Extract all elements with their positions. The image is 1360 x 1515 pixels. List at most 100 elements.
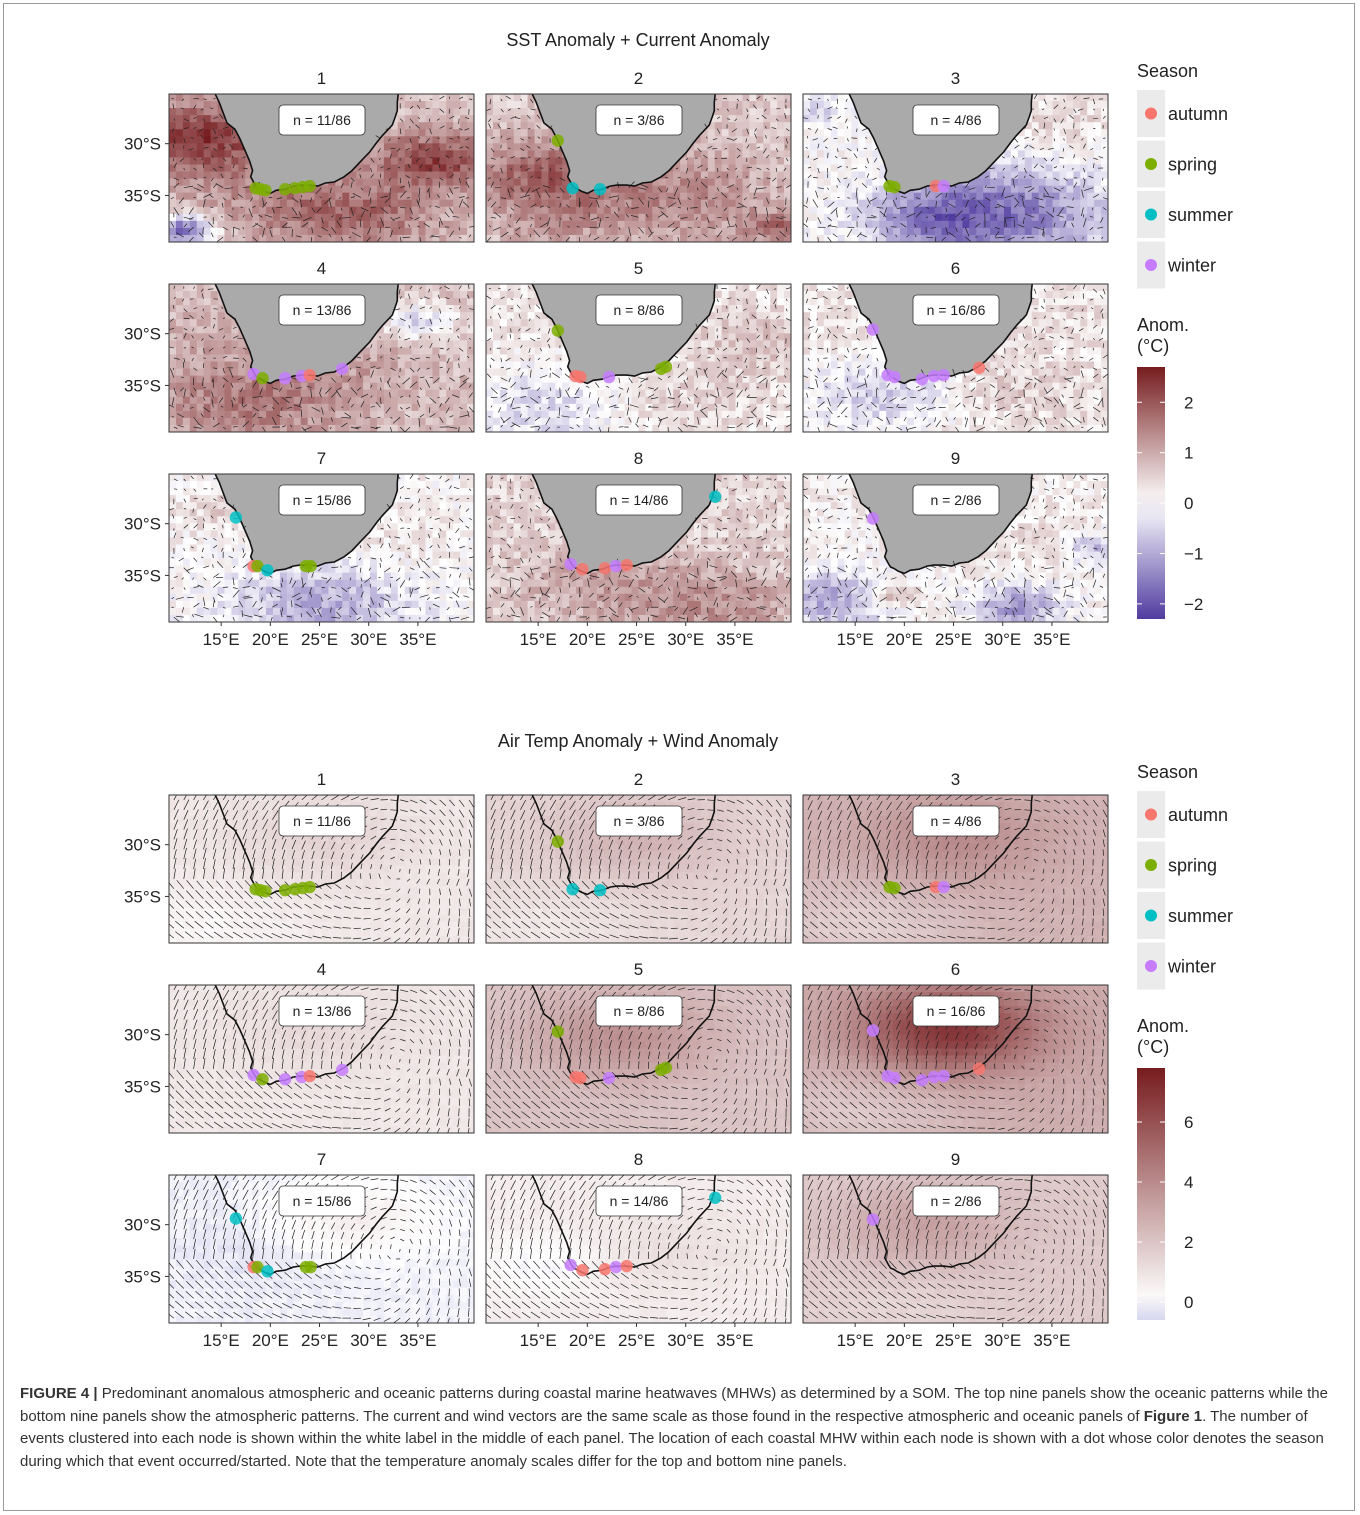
caption-label: FIGURE 4 | [20, 1385, 98, 1402]
event-dot-winter [888, 1071, 901, 1085]
event-dot-spring [278, 183, 292, 196]
n-label: n = 8/86 [595, 995, 683, 1027]
x-tick-label: 35°E [399, 1331, 436, 1350]
panel-number: 9 [951, 449, 960, 468]
event-dot-spring [551, 324, 564, 337]
panel-1-5: n = 8/86 5 [485, 259, 792, 433]
event-dot-spring [278, 884, 292, 897]
n-label: n = 13/86 [278, 995, 366, 1027]
event-dot-spring [551, 835, 564, 848]
n-label: n = 3/86 [595, 805, 683, 837]
event-dot-autumn [620, 558, 633, 572]
vector-field [169, 474, 474, 622]
n-label: n = 15/86 [278, 484, 366, 516]
legend-1: Season autumn spring summer winter Anom.(°C) 2… [1137, 61, 1233, 619]
event-dot-autumn [303, 1069, 316, 1083]
x-tick-label: 35°E [716, 630, 753, 649]
event-dot-summer [709, 490, 722, 503]
x-tick-label: 30°E [667, 1331, 704, 1350]
panel-number: 8 [634, 449, 643, 468]
event-dot-winter [927, 369, 941, 383]
x-tick-label: 30°E [350, 630, 387, 649]
x-tick-label: 20°E [252, 1331, 289, 1350]
n-label: n = 4/86 [912, 805, 1000, 837]
event-dot-autumn [598, 562, 612, 575]
event-dot-winter [915, 1074, 929, 1087]
n-label: n = 14/86 [595, 1185, 683, 1217]
event-dot-spring [304, 559, 317, 573]
anom-legend-title-1: Anom. [1137, 315, 1189, 335]
panel-number: 2 [634, 770, 643, 789]
legend-label-autumn: autumn [1168, 104, 1228, 124]
event-dot-winter [866, 1213, 880, 1226]
x-tick-label: 30°E [984, 1331, 1021, 1350]
event-dot-spring [303, 179, 316, 193]
panel-number: 5 [634, 259, 643, 278]
event-dot-spring [259, 184, 272, 197]
event-dot-summer [709, 1191, 722, 1204]
figure-title: SST Anomaly + Current Anomaly [506, 30, 769, 50]
legend-2: Season autumn spring summer winter Anom.(°C) 6… [1137, 762, 1233, 1320]
n-label-text: n = 3/86 [614, 112, 665, 128]
panel-number: 7 [317, 1150, 326, 1169]
n-label: n = 8/86 [595, 294, 683, 326]
x-tick-label: 35°E [1033, 630, 1070, 649]
event-dot-winter [336, 1063, 349, 1077]
panel-2-6: n = 16/86 6 [802, 960, 1109, 1134]
n-label: n = 2/86 [912, 484, 1000, 516]
anom-legend-title-2: (°C) [1137, 1037, 1169, 1057]
event-dot-winter [336, 362, 349, 376]
coastline [848, 795, 1033, 896]
legend-dot-summer [1145, 208, 1157, 221]
n-label-text: n = 11/86 [293, 813, 351, 829]
x-tick-label: 30°E [984, 630, 1021, 649]
n-label-text: n = 8/86 [614, 1003, 665, 1019]
panel-2-2: n = 3/86 2 [485, 770, 792, 944]
event-dot-spring [659, 1061, 673, 1074]
legend-dot-summer [1145, 909, 1157, 922]
event-dot-winter [888, 370, 901, 384]
event-dot-spring [551, 134, 564, 147]
event-dot-winter [866, 323, 880, 336]
x-tick-label: 30°E [350, 1331, 387, 1350]
legend-label-autumn: autumn [1168, 805, 1228, 825]
panel-number: 1 [317, 770, 326, 789]
n-label-text: n = 4/86 [931, 813, 982, 829]
x-tick-label: 15°E [837, 1331, 874, 1350]
vector-field [803, 284, 1108, 432]
x-tick-label: 20°E [252, 630, 289, 649]
vector-field [486, 95, 791, 242]
event-dot-winter [937, 179, 950, 193]
coastline [214, 284, 399, 385]
n-label: n = 11/86 [278, 805, 366, 837]
x-tick-label: 25°E [618, 630, 655, 649]
legend-label-spring: spring [1168, 155, 1217, 175]
panel-number: 4 [317, 960, 326, 979]
y-tick-label: 30°S [124, 515, 161, 534]
x-tick-label: 25°E [935, 630, 972, 649]
x-tick-label: 20°E [569, 1331, 606, 1350]
event-dot-winter [564, 1258, 577, 1272]
event-dot-winter [564, 557, 577, 571]
event-dot-winter [866, 1024, 880, 1037]
event-dot-autumn [574, 370, 587, 384]
panel-1-2: n = 3/86 2 [485, 69, 792, 243]
n-label-text: n = 8/86 [614, 302, 665, 318]
y-tick-label: 35°S [124, 1267, 161, 1286]
anom-colorbar [1137, 367, 1165, 619]
y-tick-label: 35°S [124, 186, 161, 205]
event-dot-winter [866, 512, 880, 525]
event-dot-winter [609, 1260, 623, 1274]
panel-1-9: n = 2/86 9 [802, 449, 1109, 623]
legend-label-summer: summer [1168, 205, 1233, 225]
event-dot-spring [303, 880, 316, 894]
season-legend-title: Season [1137, 61, 1198, 81]
x-tick-label: 15°E [520, 630, 557, 649]
legend-dot-spring [1145, 158, 1157, 170]
event-dot-summer [229, 1212, 243, 1225]
legend-dot-winter [1145, 259, 1157, 271]
n-label: n = 14/86 [595, 484, 683, 516]
event-dot-winter [937, 1069, 950, 1083]
event-dot-autumn [972, 1062, 986, 1075]
x-tick-label: 25°E [935, 1331, 972, 1350]
